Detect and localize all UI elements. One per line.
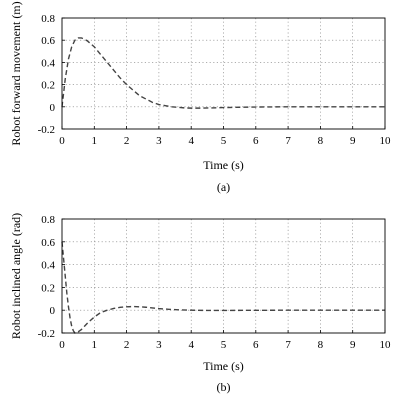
x-tick-label: 10 [380, 135, 392, 147]
plot-frame [61, 17, 386, 130]
chart-panel-a: 0 1 2 3 4 5 6 7 8 9 10 -0.2 0 0.2 0.4 0.6 0.8 Time (s) (… [9, 1, 391, 194]
x-tick-label: 7 [285, 135, 291, 147]
x-tick-label: 7 [285, 339, 291, 351]
y-tick-label: 0.4 [41, 260, 55, 272]
y-tick-label: 0.2 [41, 80, 55, 92]
x-tick-label: 8 [318, 339, 324, 351]
x-tick-label: 5 [221, 339, 227, 351]
x-tick-label: 1 [92, 339, 98, 351]
x-tick-label: 0 [59, 135, 65, 147]
x-tick-label: 10 [380, 339, 392, 351]
y-axis-label: Robot forward movement (m) [9, 1, 23, 145]
chart-panel-b: 0 1 2 3 4 5 6 7 8 9 10 -0.2 0 0.2 0.4 0.6 0.8 Time (s) (… [9, 213, 391, 394]
x-axis-label: Time (s) [203, 359, 244, 373]
y-tick-label: 0.2 [41, 282, 55, 294]
y-tick-label: 0.8 [41, 13, 55, 25]
x-tick-label: 6 [253, 135, 259, 147]
panel-caption: (b) [217, 380, 231, 394]
x-tick-label: 2 [124, 135, 130, 147]
y-tick-label: 0.6 [41, 35, 55, 47]
y-tick-label: 0 [50, 305, 56, 317]
x-tick-label: 5 [221, 135, 227, 147]
x-tick-label: 2 [124, 339, 130, 351]
series-line [61, 37, 385, 109]
x-axis-label: Time (s) [203, 158, 244, 172]
x-tick-label: 6 [253, 339, 259, 351]
panel-caption: (a) [217, 180, 230, 194]
x-tick-label: 4 [188, 135, 194, 147]
series-line [61, 241, 385, 334]
x-tick-label: 4 [188, 339, 194, 351]
y-tick-label: 0.4 [41, 57, 55, 69]
y-tick-label: -0.2 [38, 124, 55, 136]
plot-frame [61, 218, 386, 334]
y-tick-label: 0 [50, 102, 56, 114]
y-tick-label: -0.2 [38, 328, 55, 340]
x-tick-label: 1 [92, 135, 98, 147]
x-tick-label: 9 [350, 135, 356, 147]
x-tick-label: 3 [156, 339, 162, 351]
x-tick-label: 3 [156, 135, 162, 147]
x-tick-label: 9 [350, 339, 356, 351]
y-axis-label: Robot inclined angle (rad) [9, 213, 23, 339]
y-tick-label: 0.6 [41, 237, 55, 249]
x-tick-label: 0 [59, 339, 65, 351]
y-tick-label: 0.8 [41, 214, 55, 226]
x-tick-label: 8 [318, 135, 324, 147]
